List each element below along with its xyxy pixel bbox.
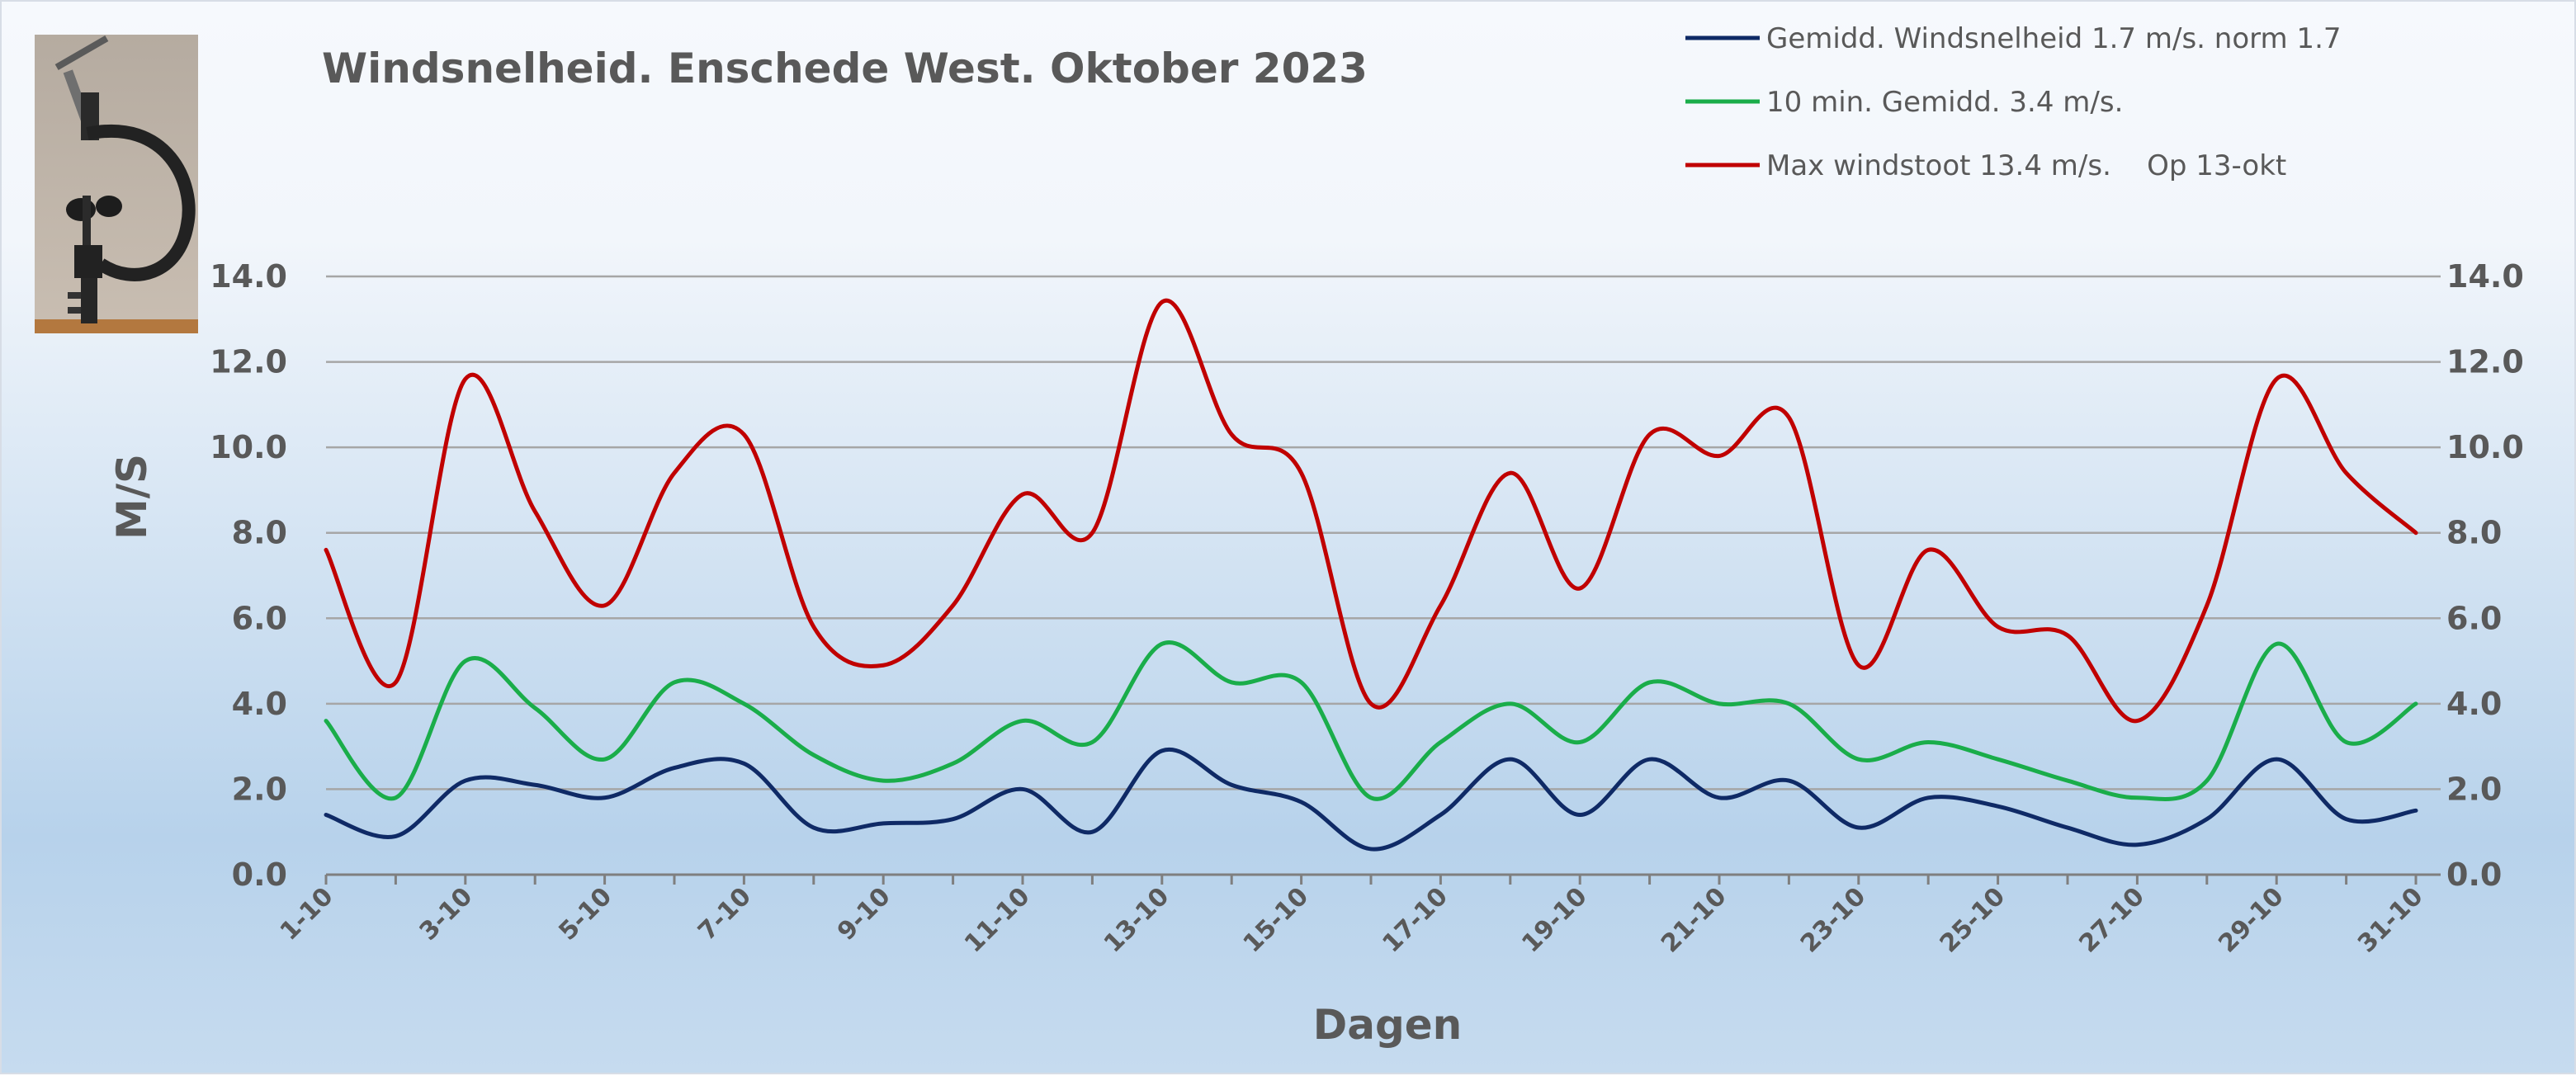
- x-tick-label: 31-10: [2352, 882, 2429, 959]
- y-tick-label-right: 6.0: [2446, 600, 2502, 636]
- x-tick-label: 13-10: [1099, 882, 1175, 959]
- x-tick-label: 17-10: [1377, 882, 1453, 959]
- y-tick-label-left: 14.0: [210, 258, 287, 295]
- x-tick-label: 23-10: [1795, 882, 1872, 959]
- y-tick-label-right: 0.0: [2446, 857, 2502, 893]
- legend: Gemidd. Windsnelheid 1.7 m/s. norm 1.7 1…: [1685, 22, 2342, 182]
- y-tick-label-right: 12.0: [2446, 344, 2524, 380]
- legend-label-10min: 10 min. Gemidd. 3.4 m/s.: [1766, 86, 2123, 119]
- y-tick-label-right: 10.0: [2446, 429, 2524, 465]
- gridlines: [326, 275, 2441, 876]
- x-tick-label: 7-10: [692, 882, 757, 946]
- legend-entry-max: Max windstoot 13.4 m/s. Op 13-okt: [1685, 149, 2286, 182]
- x-tick-label: 11-10: [959, 882, 1036, 959]
- y-ticks-left: 0.0 2.0 4.0 6.0 8.0 10.0 12.0 14.0: [210, 258, 287, 893]
- series-lines: [324, 298, 2418, 852]
- y-tick-label-right: 14.0: [2446, 258, 2524, 295]
- x-tick-label: 5-10: [553, 882, 617, 946]
- y-axis-title: M/S: [108, 454, 156, 540]
- y-tick-label-right: 2.0: [2446, 771, 2502, 807]
- legend-entry-gemidd: Gemidd. Windsnelheid 1.7 m/s. norm 1.7: [1685, 22, 2342, 55]
- x-tick-label: 3-10: [414, 882, 479, 946]
- series-line-gemidd: [324, 747, 2418, 852]
- y-tick-label-right: 8.0: [2446, 515, 2502, 551]
- y-tick-label-left: 4.0: [232, 686, 287, 722]
- x-tick-label: 9-10: [832, 882, 896, 946]
- y-tick-label-left: 6.0: [232, 600, 287, 636]
- x-tick-label: 27-10: [2073, 882, 2150, 959]
- y-tick-label-left: 10.0: [210, 429, 287, 465]
- y-tick-label-left: 8.0: [232, 515, 287, 551]
- y-tick-label-left: 12.0: [210, 344, 287, 380]
- x-tick-label: 25-10: [1935, 882, 2011, 959]
- series-line-max: [324, 298, 2418, 724]
- x-ticks: 1-10 3-10 5-10 7-10 9-10 11-10 13-10 15-10 17-10…: [275, 875, 2429, 959]
- y-tick-label-left: 0.0: [232, 857, 287, 893]
- series-line-10min: [324, 640, 2418, 801]
- y-tick-label-left: 2.0: [232, 771, 287, 807]
- y-tick-label-right: 4.0: [2446, 686, 2502, 722]
- x-tick-label: 21-10: [1656, 882, 1732, 959]
- x-tick-label: 29-10: [2213, 882, 2290, 959]
- anemometer-photo: [35, 35, 198, 333]
- y-ticks-right: 0.0 2.0 4.0 6.0 8.0 10.0 12.0 14.0: [2446, 258, 2524, 893]
- legend-label-gemidd: Gemidd. Windsnelheid 1.7 m/s. norm 1.7: [1766, 22, 2342, 55]
- x-tick-label: 19-10: [1516, 882, 1593, 959]
- x-tick-label: 15-10: [1238, 882, 1315, 959]
- legend-entry-10min: 10 min. Gemidd. 3.4 m/s.: [1685, 86, 2123, 119]
- x-axis-title: Dagen: [1313, 1001, 1463, 1049]
- legend-label-max: Max windstoot 13.4 m/s. Op 13-okt: [1766, 149, 2286, 182]
- chart-title: Windsnelheid. Enschede West. Oktober 202…: [322, 45, 1368, 92]
